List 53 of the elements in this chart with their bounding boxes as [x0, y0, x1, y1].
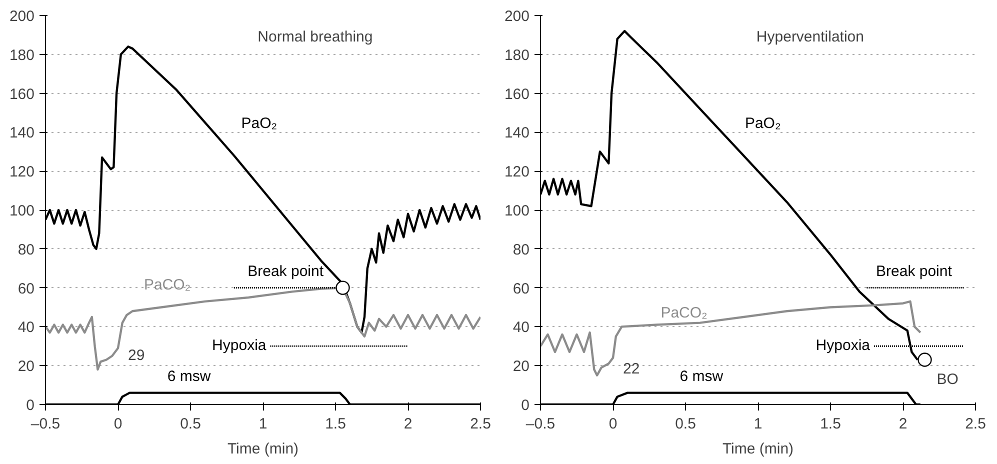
x-tick-label: 2.5	[470, 416, 491, 432]
y-tick-label: 20	[18, 358, 35, 376]
y-tick-label: 100	[9, 202, 35, 220]
series-label: Hypoxia	[212, 337, 267, 354]
x-tick-label: 1	[754, 416, 762, 432]
x-tick-label: 0.5	[180, 416, 201, 432]
series-label: PaO₂	[241, 115, 278, 132]
x-tick-label: 2	[404, 416, 412, 432]
annotation: 22	[623, 360, 640, 378]
y-tick-label: 140	[504, 124, 530, 142]
series-label: 6 msw	[680, 368, 724, 386]
x-tick-label: 2	[898, 416, 908, 432]
y-tick-label: 80	[512, 241, 530, 258]
series-label: BO	[936, 370, 958, 388]
y-tick-label: 200	[504, 8, 530, 25]
x-tick-label: 0.5	[675, 416, 696, 432]
series-label: PaCO₂	[660, 304, 708, 322]
annotation: 29	[128, 347, 145, 364]
series-label: Hypoxia	[816, 337, 871, 354]
y-tick-label: 40	[18, 319, 35, 336]
x-tick-label: 1	[258, 416, 268, 432]
x-tick-label: 0	[114, 416, 122, 432]
x-tick-label: 1.5	[820, 416, 841, 432]
y-tick-label: 60	[512, 280, 530, 298]
series-label: Break point	[876, 262, 953, 280]
y-tick-label: 0	[521, 397, 530, 414]
y-tick-label: 100	[504, 202, 530, 220]
y-tick-label: 180	[9, 46, 35, 64]
y-tick-label: 160	[504, 86, 530, 103]
series-label: PaO₂	[744, 115, 781, 132]
y-tick-label: 120	[504, 164, 530, 181]
series-label: PaCO₂	[144, 276, 191, 294]
series-label: Break point	[248, 262, 324, 280]
x-axis-title: Time (min)	[722, 440, 794, 458]
y-tick-label: 140	[9, 124, 35, 142]
y-tick-label: 20	[512, 358, 530, 376]
x-axis-title: Time (min)	[227, 440, 299, 458]
x-tick-label: 2.5	[965, 416, 986, 432]
x-tick-label: 1.5	[325, 416, 346, 432]
y-tick-label: 120	[9, 164, 35, 181]
y-tick-label: 60	[18, 280, 35, 298]
y-tick-label: 180	[504, 46, 530, 64]
y-tick-label: 0	[26, 397, 34, 414]
text: Hyperventilation	[756, 28, 864, 46]
x-tick-label: –0.5	[30, 416, 60, 432]
series-label: 6 msw	[167, 368, 211, 386]
text: Normal breathing	[258, 28, 373, 46]
y-tick-label: 80	[18, 241, 35, 258]
x-tick-label: –0.5	[526, 416, 556, 432]
y-tick-label: 200	[9, 8, 35, 25]
y-tick-label: 160	[9, 86, 35, 103]
x-tick-label: 0	[608, 416, 618, 432]
y-tick-label: 40	[512, 319, 530, 336]
